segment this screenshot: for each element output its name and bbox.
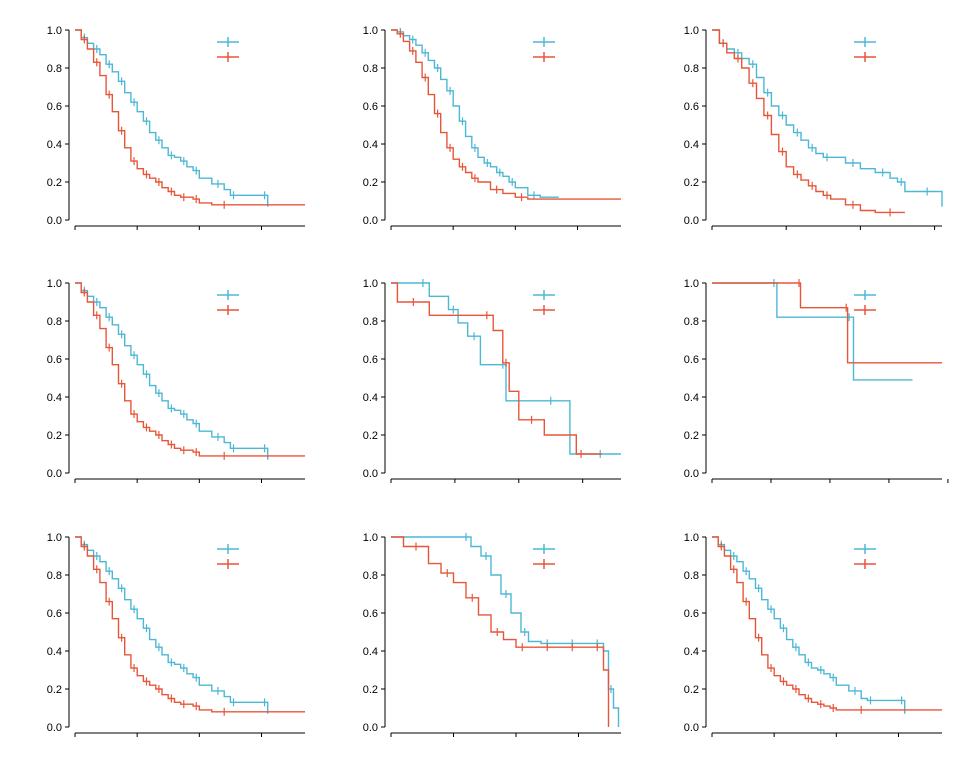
series-low-curve — [75, 536, 269, 714]
y-tick-label: 0.2 — [363, 684, 378, 696]
panel-g: 0.0 0.2 0.4 0.6 0.8 1.0 — [47, 532, 305, 737]
y-tick-label: 1.0 — [363, 532, 378, 544]
y-tick-label: 0.6 — [47, 608, 62, 620]
series-high-curve — [712, 282, 942, 364]
y-tick-label: 0.8 — [363, 63, 378, 75]
y-tick-label: 1.0 — [684, 532, 699, 544]
series-low-curve — [712, 282, 913, 381]
y-tick-label: 0.8 — [47, 570, 62, 582]
y-tick-label: 0.0 — [47, 215, 62, 227]
y-tick-label: 1.0 — [47, 25, 62, 37]
panel-d: 0.0 0.2 0.4 0.6 0.8 1.0 — [47, 278, 305, 483]
y-tick-label: 0.2 — [47, 177, 62, 189]
y-tick-label: 0.0 — [363, 468, 378, 480]
y-tick-label: 0.0 — [684, 722, 699, 734]
panel-i: 0.0 0.2 0.4 0.6 0.8 1.0 — [684, 532, 942, 737]
series-low-curve — [391, 536, 620, 727]
y-tick-label: 0.0 — [47, 722, 62, 734]
y-tick-label: 0.4 — [684, 139, 699, 151]
y-tick-label: 0.0 — [684, 215, 699, 227]
y-tick-label: 0.0 — [47, 468, 62, 480]
y-tick-label: 0.4 — [47, 139, 62, 151]
y-tick-label: 0.8 — [363, 570, 378, 582]
y-tick-label: 0.6 — [363, 101, 378, 113]
y-tick-label: 0.4 — [363, 392, 378, 404]
y-tick-label: 1.0 — [47, 278, 62, 290]
y-tick-label: 0.6 — [684, 354, 699, 366]
series-low-curve — [712, 536, 906, 714]
y-tick-label: 0.4 — [684, 646, 699, 658]
y-tick-label: 0.6 — [47, 354, 62, 366]
panel-h: 0.0 0.2 0.4 0.6 0.8 1.0 — [363, 532, 621, 737]
y-tick-label: 0.2 — [47, 684, 62, 696]
y-tick-label: 0.2 — [684, 684, 699, 696]
y-tick-label: 0.8 — [684, 316, 699, 328]
series-high-curve — [75, 536, 305, 713]
panel-a: 0.0 0.2 0.4 0.6 0.8 1.0 — [47, 25, 305, 230]
y-tick-label: 0.8 — [47, 63, 62, 75]
y-tick-label: 0.4 — [363, 139, 378, 151]
y-tick-label: 0.6 — [684, 608, 699, 620]
y-tick-label: 0.6 — [363, 608, 378, 620]
y-tick-label: 0.8 — [363, 316, 378, 328]
y-tick-label: 0.6 — [363, 354, 378, 366]
y-tick-label: 0.2 — [363, 430, 378, 442]
series-low-curve — [75, 282, 269, 460]
panel-c: 0.0 0.2 0.4 0.6 0.8 1.0 — [684, 25, 943, 230]
y-tick-label: 0.2 — [47, 430, 62, 442]
y-tick-label: 1.0 — [684, 278, 699, 290]
y-tick-label: 0.0 — [363, 215, 378, 227]
y-tick-label: 1.0 — [363, 278, 378, 290]
y-tick-label: 1.0 — [684, 25, 699, 37]
y-tick-label: 0.4 — [47, 646, 62, 658]
y-tick-label: 0.4 — [363, 646, 378, 658]
series-low-curve — [712, 29, 943, 207]
series-high-curve — [75, 282, 305, 457]
y-tick-label: 0.2 — [363, 177, 378, 189]
series-low-curve — [391, 282, 621, 455]
y-tick-label: 0.8 — [684, 570, 699, 582]
y-tick-label: 0.4 — [47, 392, 62, 404]
y-tick-label: 0.0 — [363, 722, 378, 734]
y-tick-label: 0.6 — [47, 101, 62, 113]
y-tick-label: 0.8 — [684, 63, 699, 75]
y-tick-label: 0.8 — [47, 316, 62, 328]
y-tick-label: 0.2 — [684, 430, 699, 442]
y-tick-label: 0.0 — [684, 468, 699, 480]
series-high-curve — [391, 536, 610, 727]
panel-e: 0.0 0.2 0.4 0.6 0.8 1.0 — [363, 278, 621, 483]
panel-f: 0.0 0.2 0.4 0.6 0.8 1.0 — [684, 278, 949, 483]
series-high-curve — [75, 29, 305, 206]
y-tick-label: 1.0 — [363, 25, 378, 37]
y-tick-label: 0.4 — [684, 392, 699, 404]
series-low-curve — [75, 29, 269, 207]
y-tick-label: 0.2 — [684, 177, 699, 189]
y-tick-label: 1.0 — [47, 532, 62, 544]
y-tick-label: 0.6 — [684, 101, 699, 113]
panel-b: 0.0 0.2 0.4 0.6 0.8 1.0 — [363, 25, 621, 230]
series-high-curve — [712, 536, 942, 711]
